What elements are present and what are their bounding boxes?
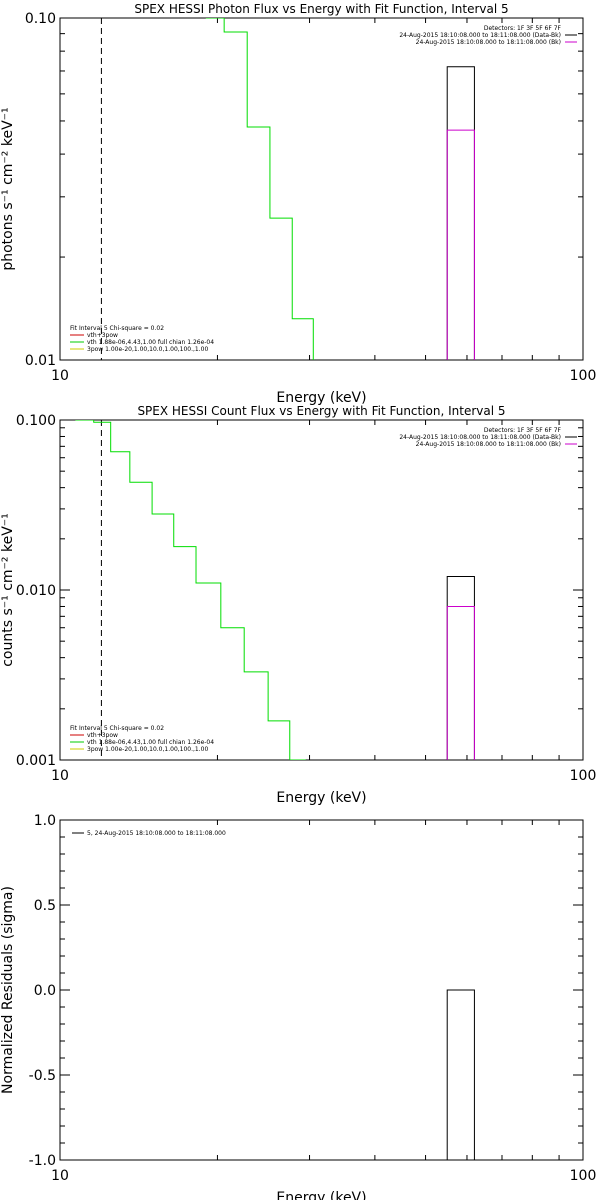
fit-legend-entry: 3pow 1.00e-20,1.00,10.0,1.00,100.,1.00	[87, 746, 208, 753]
legend-top-entry: 24-Aug-2015 18:10:08.000 to 18:11:08.000…	[399, 434, 561, 441]
plot-frame	[59, 819, 584, 1161]
y-tick-label: 0.010	[16, 583, 56, 599]
fit-legend-entry: vth+3pow	[87, 732, 118, 739]
background-bin	[446, 605, 475, 760]
x-tick-label: 100	[570, 1168, 597, 1184]
fit-step-line	[75, 420, 306, 760]
y-tick-label: 0.01	[25, 353, 56, 369]
fit-legend-entry: vth 1.88e-06,4.43,1.00 full chian 1.26e-…	[87, 339, 214, 346]
data-bin	[446, 576, 475, 760]
x-tick-label: 10	[51, 768, 69, 784]
legend-top-entry: Detectors: 1F 3F 5F 6F 7F	[484, 25, 562, 32]
fit-legend-entry: vth 1.88e-06,4.43,1.00 full chian 1.26e-…	[87, 739, 214, 746]
series-group	[75, 420, 475, 760]
fit-legend-entry: vth+3pow	[87, 332, 118, 339]
fit-legend-entry: 3pow 1.00e-20,1.00,10.0,1.00,100.,1.00	[87, 346, 208, 353]
fit-legend-header: Fit Interval 5 Chi-square = 0.02	[70, 725, 164, 732]
y-tick-label: 0.5	[34, 898, 56, 914]
residual-legend-entry: 5, 24-Aug-2015 18:10:08.000 to 18:11:08.…	[87, 830, 226, 837]
x-tick-label: 10	[51, 368, 69, 384]
background-bin	[446, 129, 475, 360]
y-axis-label: Normalized Residuals (sigma)	[0, 886, 16, 1094]
chart-panel-1: SPEX HESSI Photon Flux vs Energy with Fi…	[0, 2, 596, 406]
x-axis-label: Energy (keV)	[276, 390, 366, 406]
chart-panel-2: SPEX HESSI Count Flux vs Energy with Fit…	[0, 404, 596, 806]
y-tick-label: 0.0	[34, 983, 56, 999]
chart-title: SPEX HESSI Count Flux vs Energy with Fit…	[137, 404, 505, 418]
x-tick-label: 10	[51, 1168, 69, 1184]
x-axis-label: Energy (keV)	[276, 1190, 366, 1200]
legend-top-entry: 24-Aug-2015 18:10:08.000 to 18:11:08.000…	[399, 32, 561, 39]
x-tick-label: 100	[570, 368, 597, 384]
y-tick-label: 0.001	[16, 753, 56, 769]
y-tick-label: 1.0	[34, 813, 56, 829]
legend-top-entry: 24-Aug-2015 18:10:08.000 to 18:11:08.000…	[416, 441, 561, 448]
plot-frame	[59, 17, 584, 361]
y-tick-label: -0.5	[29, 1068, 56, 1084]
legend-top-entry: 24-Aug-2015 18:10:08.000 to 18:11:08.000…	[416, 39, 561, 46]
y-axis-label: photons s⁻¹ cm⁻² keV⁻¹	[0, 107, 16, 270]
series-group	[446, 989, 475, 1160]
x-axis-label: Energy (keV)	[276, 790, 366, 806]
fit-step-line	[205, 18, 314, 360]
residual-bin	[446, 989, 475, 1160]
chart-title: SPEX HESSI Photon Flux vs Energy with Fi…	[134, 2, 508, 16]
fit-legend-header: Fit Interval 5 Chi-square = 0.02	[70, 325, 164, 332]
legend-top-entry: Detectors: 1F 3F 5F 6F 7F	[484, 427, 562, 434]
y-tick-label: 0.10	[25, 11, 56, 27]
y-tick-label: -1.0	[29, 1153, 56, 1169]
plot-frame	[59, 419, 584, 761]
y-axis-label: counts s⁻¹ cm⁻² keV⁻¹	[0, 513, 16, 667]
series-group	[205, 18, 475, 360]
chart-panel-3: 10 100 Energy (keV) 1.0 0.5 0.0 -0.5 -1.0 Normal…	[0, 813, 596, 1200]
x-tick-label: 100	[570, 768, 597, 784]
data-bin	[446, 66, 475, 360]
y-tick-label: 0.100	[16, 413, 56, 429]
